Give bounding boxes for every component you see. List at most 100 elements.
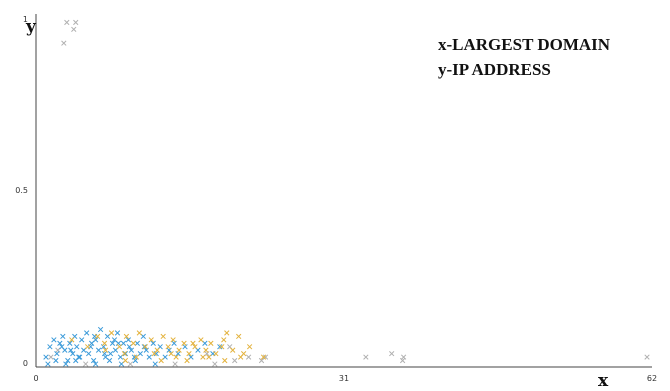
scatter-point: [114, 330, 121, 336]
scatter-point: [65, 357, 71, 364]
scatter-point: [101, 340, 108, 346]
scatter-point: [246, 344, 253, 350]
scatter-point: [219, 344, 225, 350]
scatter-point: [222, 357, 228, 364]
scatter-point: [74, 344, 80, 350]
scatter-point: [106, 357, 113, 364]
scatter-point: [51, 337, 57, 343]
scatter-point: [86, 350, 92, 357]
scatter-point: [128, 347, 135, 353]
scatter-point: [107, 350, 114, 357]
scatter-point: [122, 350, 129, 357]
scatter-point: [54, 350, 60, 357]
scatter-point: [213, 350, 219, 357]
scatter-point: [208, 340, 214, 346]
scatter-point: [160, 333, 166, 340]
scatter-point: [92, 361, 99, 367]
scatter-point: [115, 340, 122, 346]
scatter-point: [60, 333, 66, 340]
scatter-point: [85, 344, 91, 350]
scatter-point: [221, 337, 227, 343]
y-tick-label-top: 1: [23, 15, 28, 24]
scatter-point: [232, 357, 238, 364]
y-tick-label-mid: 0.5: [15, 186, 28, 195]
scatter-point: [116, 344, 123, 350]
scatter-point: [134, 340, 140, 346]
scatter-point: [217, 344, 223, 350]
scatter-point: [70, 350, 76, 357]
scatter-point: [90, 357, 97, 364]
scatter-point: [172, 361, 178, 367]
scatter-point: [152, 361, 158, 367]
scatter-point: [165, 344, 171, 350]
scatter-point: [122, 357, 129, 364]
scatter-point: [230, 347, 236, 353]
scatter-point: [186, 350, 192, 357]
scatter-point: [57, 340, 63, 346]
x-tick-label-start: 0: [33, 374, 38, 383]
scatter-point: [181, 340, 187, 346]
scatter-point: [94, 333, 101, 340]
scatter-point: [238, 354, 244, 360]
scatter-point: [127, 361, 134, 367]
scatter-point: [644, 354, 650, 360]
scatter-point: [176, 347, 182, 353]
scatter-point: [182, 344, 188, 350]
scatter-point: [59, 344, 65, 350]
annotation-largest-domain: x-LARGEST DOMAIN: [438, 35, 611, 54]
scatter-point: [133, 354, 140, 360]
scatter-point: [192, 344, 198, 350]
scatter-point: [101, 350, 108, 357]
scatter-point: [84, 330, 90, 336]
scatter-point: [83, 361, 89, 367]
scatter-point: [260, 354, 267, 360]
y-tick-label-bottom: 0: [23, 359, 28, 368]
scatter-point: [141, 344, 147, 350]
scatter-point: [190, 340, 196, 346]
scatter-point: [150, 340, 156, 346]
scatter-point: [63, 361, 69, 367]
x-tick-label-end: 62: [647, 374, 657, 383]
x-tick-label-mid: 31: [339, 374, 349, 383]
scatter-point: [47, 344, 53, 350]
scatter-point: [79, 337, 85, 343]
scatter-point: [136, 330, 142, 336]
scatter-point: [77, 354, 83, 360]
scatter-point: [97, 326, 104, 333]
scatter-point: [200, 354, 206, 360]
scatter-point: [245, 354, 252, 360]
scatter-point: [43, 354, 49, 360]
scatter-point: [158, 357, 164, 364]
scatter-marks: [43, 19, 650, 367]
scatter-point: [142, 344, 148, 350]
scatter-point: [48, 354, 54, 360]
scatter-point: [168, 350, 174, 357]
scatter-point: [224, 330, 230, 336]
scatter-point: [109, 340, 116, 346]
scatter-point: [203, 347, 209, 353]
scatter-point: [198, 337, 204, 343]
scatter-point: [132, 357, 139, 364]
scatter-point: [95, 347, 102, 353]
y-axis-letter: y: [25, 17, 37, 37]
scatter-point: [146, 354, 152, 360]
scatter-point: [68, 347, 74, 353]
scatter-point: [262, 354, 269, 360]
scatter-point: [123, 333, 130, 340]
scatter-point: [173, 354, 179, 360]
annotation-ip-address: y-IP ADDRESS: [438, 60, 551, 79]
scatter-point: [64, 19, 70, 26]
scatter-point: [363, 354, 369, 360]
scatter-point: [399, 357, 406, 364]
scatter-point: [206, 354, 212, 360]
scatter-point: [151, 350, 157, 357]
scatter-point: [171, 340, 177, 346]
scatter-point: [67, 340, 73, 346]
scatter-point: [184, 357, 190, 364]
scatter-point: [148, 337, 154, 343]
scatter-point: [400, 354, 407, 360]
scatter-point: [69, 337, 75, 343]
x-axis-letter: x: [598, 371, 609, 391]
scatter-point: [71, 26, 77, 33]
